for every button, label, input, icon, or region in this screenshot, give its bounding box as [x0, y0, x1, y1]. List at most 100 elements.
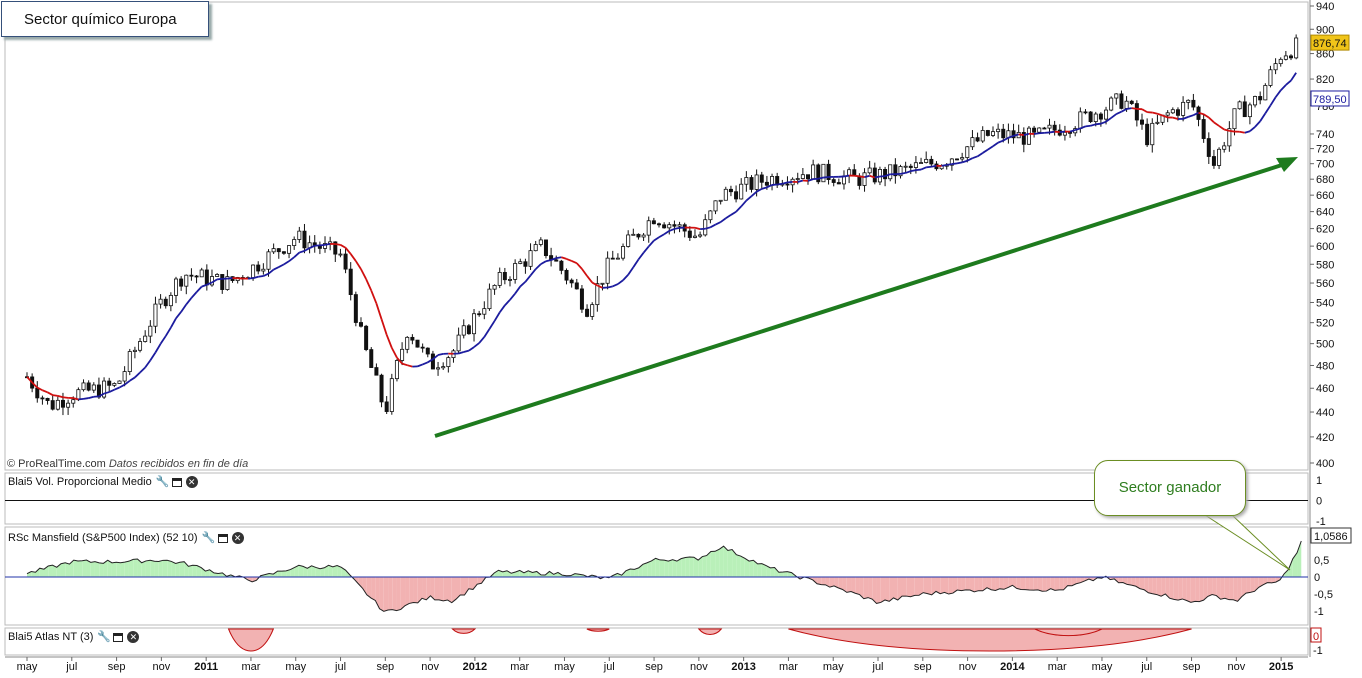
x-tick-label: may — [823, 661, 844, 673]
moving-average-segment — [582, 269, 587, 276]
x-tick-label: jul — [872, 661, 884, 673]
candle-body — [185, 275, 188, 286]
rsc-panel-label: RSc Mansfield (S&P500 Index) (52 10) — [8, 532, 198, 544]
moving-average-segment — [613, 284, 618, 286]
candle-body — [1182, 102, 1185, 115]
candle-body — [385, 402, 388, 412]
candle-body — [174, 279, 177, 295]
rsc-area-slice — [1140, 577, 1144, 590]
price-y-tick-label: 540 — [1316, 297, 1334, 309]
close-icon[interactable]: ✕ — [232, 532, 244, 544]
moving-average-segment — [500, 305, 505, 312]
price-y-tick-label: 420 — [1316, 432, 1334, 444]
candle-body — [298, 231, 301, 239]
candle-body — [67, 403, 70, 407]
wrench-icon[interactable]: 🔧 — [202, 532, 214, 544]
moving-average-segment — [140, 368, 145, 373]
candle-body — [406, 337, 409, 349]
candle-body — [883, 169, 886, 178]
moving-average-segment — [531, 269, 536, 275]
candle-body — [560, 261, 563, 270]
candle-body — [421, 347, 424, 348]
moving-average-segment — [1270, 97, 1275, 105]
candle-body — [1171, 110, 1174, 113]
moving-average-segment — [1085, 126, 1090, 127]
candle-body — [1043, 128, 1046, 129]
candle-body — [478, 314, 481, 315]
window-icon[interactable] — [218, 534, 228, 543]
moving-average-segment — [916, 170, 921, 171]
rsc-area-slice — [1250, 577, 1254, 592]
rsc-area-slice — [864, 577, 868, 599]
x-tick-label: mar — [510, 661, 529, 673]
candle-body — [642, 235, 645, 237]
candle-body — [1274, 64, 1277, 70]
moving-average-segment — [957, 162, 962, 163]
close-icon[interactable]: ✕ — [127, 631, 139, 643]
rsc-area-slice — [915, 577, 919, 595]
candle-body — [251, 265, 254, 278]
moving-average-segment — [823, 177, 828, 178]
rsc-y-tick-label: -1 — [1314, 606, 1324, 618]
candle-body — [1048, 125, 1051, 128]
moving-average-segment — [952, 163, 957, 164]
candle-body — [591, 305, 594, 317]
rsc-area-slice — [779, 572, 783, 577]
candle-body — [770, 176, 773, 185]
rsc-y-tick-label: 1,0586 — [1314, 531, 1348, 543]
rsc-area-slice — [439, 577, 443, 601]
close-icon[interactable]: ✕ — [186, 476, 198, 488]
candle-body — [216, 274, 219, 276]
x-tick-label: 2011 — [194, 661, 218, 673]
rsc-area-slice — [278, 571, 282, 577]
moving-average-segment — [844, 176, 849, 177]
candle-body — [51, 401, 54, 410]
candle-body — [1038, 128, 1041, 132]
candle-body — [395, 361, 398, 379]
moving-average-segment — [284, 261, 289, 264]
rsc-area-slice — [188, 565, 192, 577]
window-icon[interactable] — [113, 633, 123, 642]
moving-average-segment — [567, 259, 572, 261]
candle-body — [180, 279, 183, 286]
moving-average-segment — [474, 343, 479, 347]
rsc-area-slice — [847, 577, 851, 592]
candle-body — [108, 381, 111, 385]
candle-body — [796, 179, 799, 180]
candle-body — [303, 231, 306, 248]
moving-average-segment — [505, 300, 510, 306]
x-tick-label: 2013 — [731, 661, 755, 673]
x-tick-label: jul — [65, 661, 77, 673]
candle-body — [354, 295, 357, 323]
candles-group — [25, 34, 1297, 415]
price-y-tick-label: 460 — [1316, 383, 1334, 395]
x-tick-label: 2015 — [1269, 661, 1293, 673]
price-y-tick-label: 720 — [1316, 144, 1334, 156]
wrench-icon[interactable]: 🔧 — [156, 476, 168, 488]
ma-value-label: 789,50 — [1313, 94, 1347, 106]
moving-average-segment — [1127, 108, 1132, 109]
price-y-tick-label: 400 — [1316, 458, 1334, 470]
x-tick-label: mar — [241, 661, 260, 673]
vol-panel-label: Blai5 Vol. Proporcional Medio — [8, 476, 152, 488]
wrench-icon[interactable]: 🔧 — [97, 631, 109, 643]
candle-body — [955, 159, 958, 160]
rsc-area-slice — [460, 577, 464, 595]
rsc-area-slice — [1195, 577, 1199, 602]
moving-average-segment — [258, 276, 263, 277]
moving-average-segment — [73, 398, 78, 399]
moving-average-segment — [1024, 134, 1029, 135]
candle-body — [138, 342, 141, 351]
atlas-area-segment — [699, 629, 721, 635]
moving-average-segment — [762, 187, 767, 189]
atlas-area-segment — [229, 629, 274, 651]
candle-body — [647, 221, 650, 235]
rsc-area-slice — [736, 555, 740, 577]
window-icon[interactable] — [172, 478, 182, 487]
rsc-area-slice — [282, 571, 286, 577]
rsc-y-tick-label: -0,5 — [1314, 589, 1333, 601]
rsc-area-slice — [1178, 577, 1182, 600]
candle-body — [580, 289, 583, 309]
candle-body — [82, 383, 85, 390]
watermark-note: Datos recibidos en fin de día — [109, 458, 248, 470]
